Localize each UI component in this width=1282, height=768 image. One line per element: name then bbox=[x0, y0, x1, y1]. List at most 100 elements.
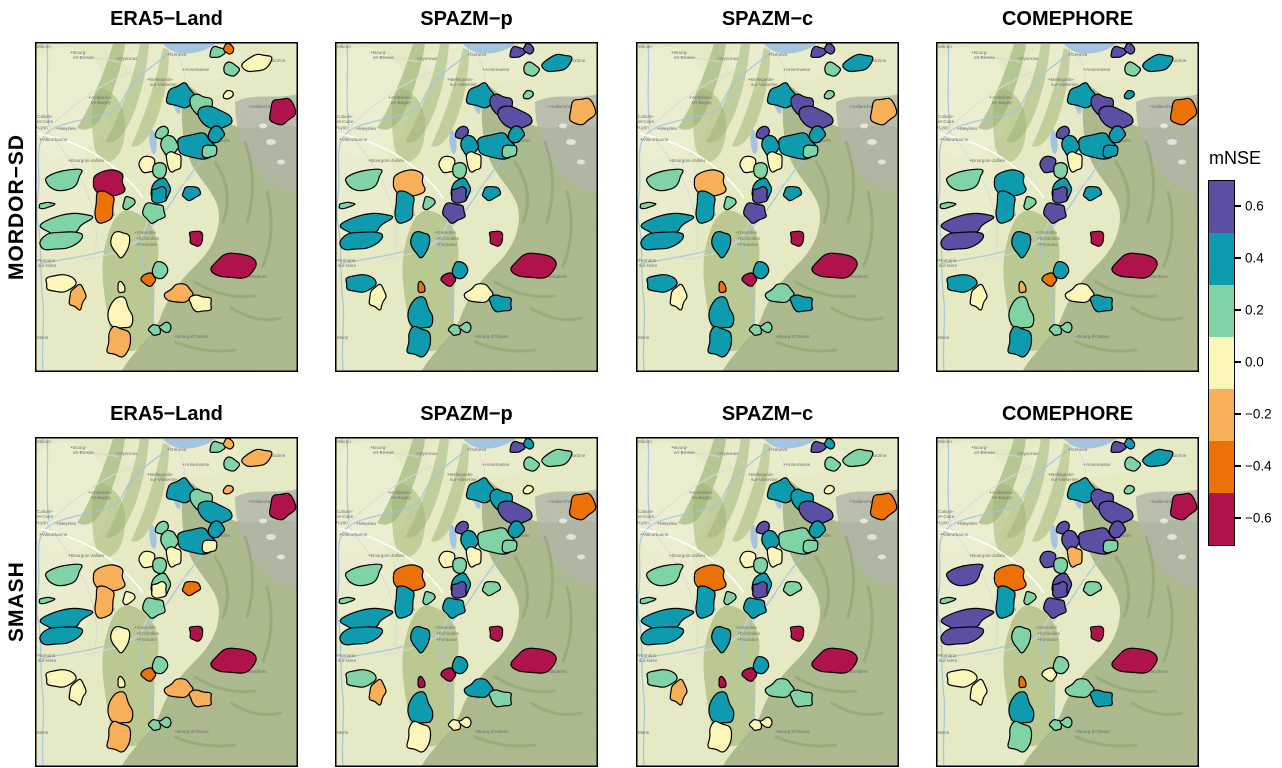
panel-frame bbox=[636, 437, 899, 767]
catchment-c41 bbox=[1048, 719, 1063, 731]
catchment-c16 bbox=[1066, 546, 1083, 568]
catchment-c36 bbox=[417, 675, 426, 689]
catchment-c25 bbox=[338, 596, 356, 605]
panel-frame bbox=[636, 42, 899, 372]
catchment-c34 bbox=[151, 655, 169, 675]
catchment-c37 bbox=[488, 230, 504, 247]
catchment-c27 bbox=[940, 607, 995, 633]
catchment-c21 bbox=[782, 185, 803, 202]
catchment-c32 bbox=[1008, 691, 1035, 724]
catchment-c22 bbox=[44, 168, 83, 192]
catchment-c26 bbox=[723, 590, 737, 606]
catchment-c09 bbox=[1098, 500, 1134, 526]
catchment-c27 bbox=[640, 212, 695, 238]
catchment-c38 bbox=[510, 647, 557, 674]
catchment-c05 bbox=[222, 484, 234, 495]
catchment-c28 bbox=[39, 231, 84, 251]
catchment-c06 bbox=[1169, 97, 1198, 126]
catchment-c01 bbox=[810, 440, 827, 454]
catchment-c01 bbox=[509, 440, 526, 454]
catchment-c30 bbox=[345, 669, 377, 688]
catchment-c17 bbox=[1053, 161, 1069, 180]
catchment-c36 bbox=[718, 675, 727, 689]
catchment-c19 bbox=[1052, 185, 1068, 204]
catchment-c02 bbox=[1123, 42, 1136, 55]
catchment-c12 bbox=[802, 539, 819, 554]
catchment-c24 bbox=[995, 585, 1016, 619]
catchment-c20 bbox=[442, 597, 466, 619]
catchment-c23 bbox=[993, 564, 1027, 592]
legend-tick-label: −0.2 bbox=[1245, 406, 1272, 422]
catchment-c38 bbox=[1111, 647, 1158, 674]
catchment-c24 bbox=[94, 190, 115, 224]
catchment-c30 bbox=[946, 669, 978, 688]
catchment-c16 bbox=[766, 546, 783, 568]
catchment-c24 bbox=[695, 190, 716, 224]
catchment-c29 bbox=[711, 625, 732, 654]
catchment-c19 bbox=[451, 580, 467, 599]
catchment-c25 bbox=[639, 201, 657, 210]
catchment-c37 bbox=[789, 625, 805, 642]
catchment-c42 bbox=[759, 321, 773, 334]
col-title-comephore-row2: COMEPHORE bbox=[1001, 403, 1134, 425]
catchment-c28 bbox=[940, 231, 985, 251]
catchment-c03 bbox=[241, 448, 273, 468]
catchment-c10 bbox=[808, 520, 827, 539]
catchment-c25 bbox=[38, 596, 56, 605]
catchment-c05 bbox=[522, 89, 534, 100]
map-panel-MORDORSD-SPAZMc bbox=[636, 42, 899, 372]
catchment-c02 bbox=[823, 437, 836, 450]
catchment-c29 bbox=[110, 625, 131, 654]
catchment-c41 bbox=[748, 324, 763, 336]
legend-tick-mark bbox=[1235, 517, 1241, 519]
map-panel-SMASH-ERA5Land bbox=[35, 437, 298, 767]
catchment-c16 bbox=[465, 151, 482, 173]
catchment-c37 bbox=[488, 625, 504, 642]
catchment-c41 bbox=[147, 719, 162, 731]
catchment-c17 bbox=[1053, 556, 1069, 575]
catchment-c03 bbox=[1142, 53, 1174, 73]
catchment-c30 bbox=[45, 669, 77, 688]
catchment-c36 bbox=[117, 675, 126, 689]
catchment-c33 bbox=[106, 720, 132, 753]
catchment-c06 bbox=[268, 492, 297, 521]
catchment-c23 bbox=[392, 169, 426, 197]
catchment-c25 bbox=[639, 596, 657, 605]
catchment-c37 bbox=[188, 230, 204, 247]
catchment-c10 bbox=[207, 520, 226, 539]
catchment-c16 bbox=[165, 151, 182, 173]
catchment-c20 bbox=[1043, 597, 1067, 619]
catchment-c04 bbox=[223, 456, 241, 472]
catchment-c06 bbox=[568, 492, 597, 521]
legend-swatch-p bbox=[1209, 181, 1234, 233]
catchment-c37 bbox=[1089, 625, 1105, 642]
catchment-c05 bbox=[823, 484, 835, 495]
catchment-c05 bbox=[1123, 89, 1135, 100]
catchment-c01 bbox=[1110, 440, 1127, 454]
catchment-c29 bbox=[410, 625, 431, 654]
catchment-c17 bbox=[452, 556, 468, 575]
catchment-c16 bbox=[165, 546, 182, 568]
catchment-c03 bbox=[842, 53, 874, 73]
catchment-c25 bbox=[939, 596, 957, 605]
catchment-c27 bbox=[640, 607, 695, 633]
panel-frame bbox=[936, 437, 1199, 767]
catchment-c33 bbox=[1007, 325, 1033, 358]
catchment-c12 bbox=[1102, 539, 1119, 554]
catchment-c02 bbox=[222, 42, 235, 55]
legend-tick-label: −0.6 bbox=[1245, 510, 1272, 526]
map-panel-MORDORSD-ERA5Land bbox=[35, 42, 298, 372]
catchment-c32 bbox=[407, 691, 434, 724]
catchment-c03 bbox=[842, 448, 874, 468]
legend-tick-label: 0.0 bbox=[1245, 354, 1264, 370]
catchment-c30 bbox=[345, 274, 377, 293]
catchment-c22 bbox=[344, 168, 383, 192]
catchment-c06 bbox=[1169, 492, 1198, 521]
catchment-c34 bbox=[1052, 260, 1070, 280]
catchment-c03 bbox=[541, 448, 573, 468]
catchment-c17 bbox=[152, 161, 168, 180]
catchment-c36 bbox=[718, 280, 727, 294]
catchment-c03 bbox=[241, 53, 273, 73]
catchment-c42 bbox=[1059, 321, 1073, 334]
